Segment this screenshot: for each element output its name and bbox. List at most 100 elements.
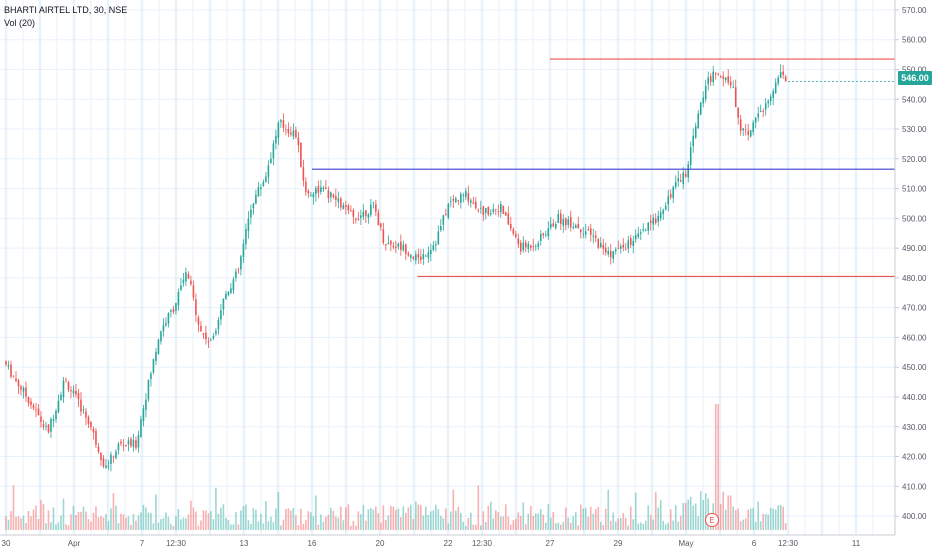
earnings-marker[interactable]: E: [705, 513, 719, 527]
candle-body: [569, 216, 572, 228]
volume-bar: [122, 514, 125, 530]
candle-body: [312, 194, 315, 198]
candle-body: [367, 214, 370, 218]
volume-bar: [779, 504, 782, 530]
volume-bar: [360, 514, 362, 530]
candle-body: [744, 129, 747, 131]
volume-bar: [495, 510, 497, 530]
symbol-title[interactable]: BHARTI AIRTEL LTD, 30, NSE: [4, 5, 128, 15]
candle-body: [734, 87, 737, 108]
candle-body: [35, 409, 37, 411]
volume-bar: [227, 519, 230, 530]
volume-bar: [777, 505, 779, 530]
time-axis-label: 12:30: [166, 539, 187, 548]
volume-bar: [542, 514, 545, 530]
time-axis-label: 13: [240, 539, 249, 548]
candle-body: [440, 226, 442, 231]
price-axis-label: 440.00: [902, 393, 927, 402]
volume-bar: [265, 500, 267, 530]
price-axis-label: 490.00: [902, 244, 927, 253]
volume-bar: [212, 519, 215, 530]
candle-body: [632, 240, 635, 246]
candle-body: [80, 399, 82, 412]
volume-bar: [592, 513, 595, 530]
candle-body: [97, 446, 100, 452]
candle-body: [167, 313, 170, 324]
volume-bar: [627, 525, 630, 530]
candle-body: [295, 129, 297, 138]
volume-bar: [220, 507, 222, 530]
candle-body: [435, 244, 437, 246]
candle-body: [554, 223, 557, 229]
candle-body: [285, 129, 287, 131]
price-axis-label: 520.00: [902, 155, 927, 164]
price-axis-label: 410.00: [902, 482, 927, 491]
trend-lines[interactable]: [312, 58, 895, 277]
candle-body: [337, 198, 340, 202]
candle-body: [20, 386, 22, 390]
volume-bar: [507, 516, 510, 530]
volume-bar: [365, 520, 367, 530]
volume-bar: [497, 512, 500, 530]
volume-bar: [242, 506, 245, 530]
volume-bar: [480, 525, 482, 530]
candle-body: [577, 223, 580, 229]
candle-body: [272, 143, 275, 159]
candle-body: [395, 246, 397, 249]
candle-body: [202, 333, 205, 335]
last-price-badge: 546.00: [898, 71, 932, 85]
candle-body: [657, 215, 660, 222]
candle-body: [752, 122, 755, 132]
candle-body: [774, 82, 777, 94]
volume-bar: [190, 500, 192, 530]
volume-indicator-label[interactable]: Vol (20): [4, 18, 36, 28]
volume-bar: [120, 513, 122, 530]
volume-bar: [147, 512, 150, 530]
candle-body: [584, 231, 587, 235]
candle-body: [537, 243, 540, 247]
price-axis-label: 480.00: [902, 274, 927, 283]
candle-body: [714, 72, 717, 74]
volume-bar: [207, 513, 210, 530]
volume-bar: [127, 516, 130, 530]
volume-bar: [37, 518, 40, 530]
volume-bar: [657, 507, 660, 530]
volume-bar: [355, 525, 357, 530]
candle-body: [762, 110, 764, 112]
volume-bar: [509, 524, 512, 530]
volume-bar: [27, 511, 30, 530]
candle-body: [370, 204, 372, 216]
candle-body: [624, 249, 627, 251]
volume-bar: [699, 491, 702, 530]
volume-bar: [55, 524, 57, 530]
volume-bar: [325, 516, 327, 530]
volume-bar: [614, 521, 617, 530]
volume-bar: [317, 524, 320, 530]
candle-body: [514, 234, 517, 237]
candle-body: [407, 253, 410, 256]
candle-body: [310, 194, 312, 196]
candle-body: [737, 107, 740, 118]
volume-bar: [622, 513, 625, 530]
candle-body: [172, 309, 175, 312]
candle-body: [195, 299, 197, 316]
volume-bar: [719, 503, 722, 530]
volume-bar: [694, 503, 697, 530]
candle-body: [82, 409, 85, 411]
volume-bar: [297, 525, 300, 530]
volume-bar: [467, 517, 470, 530]
candle-body: [77, 393, 80, 400]
volume-bar: [15, 516, 17, 530]
volume-bar: [292, 507, 295, 530]
volume-bar: [529, 506, 532, 530]
volume-bar: [597, 506, 600, 530]
candle-body: [579, 229, 582, 233]
candle-body: [322, 187, 325, 190]
volume-bar: [487, 505, 490, 530]
volume-bar: [70, 514, 72, 530]
volume-bar: [584, 507, 587, 530]
candle-body: [357, 218, 360, 221]
candle-body: [527, 243, 530, 249]
volume-bar: [370, 508, 372, 530]
